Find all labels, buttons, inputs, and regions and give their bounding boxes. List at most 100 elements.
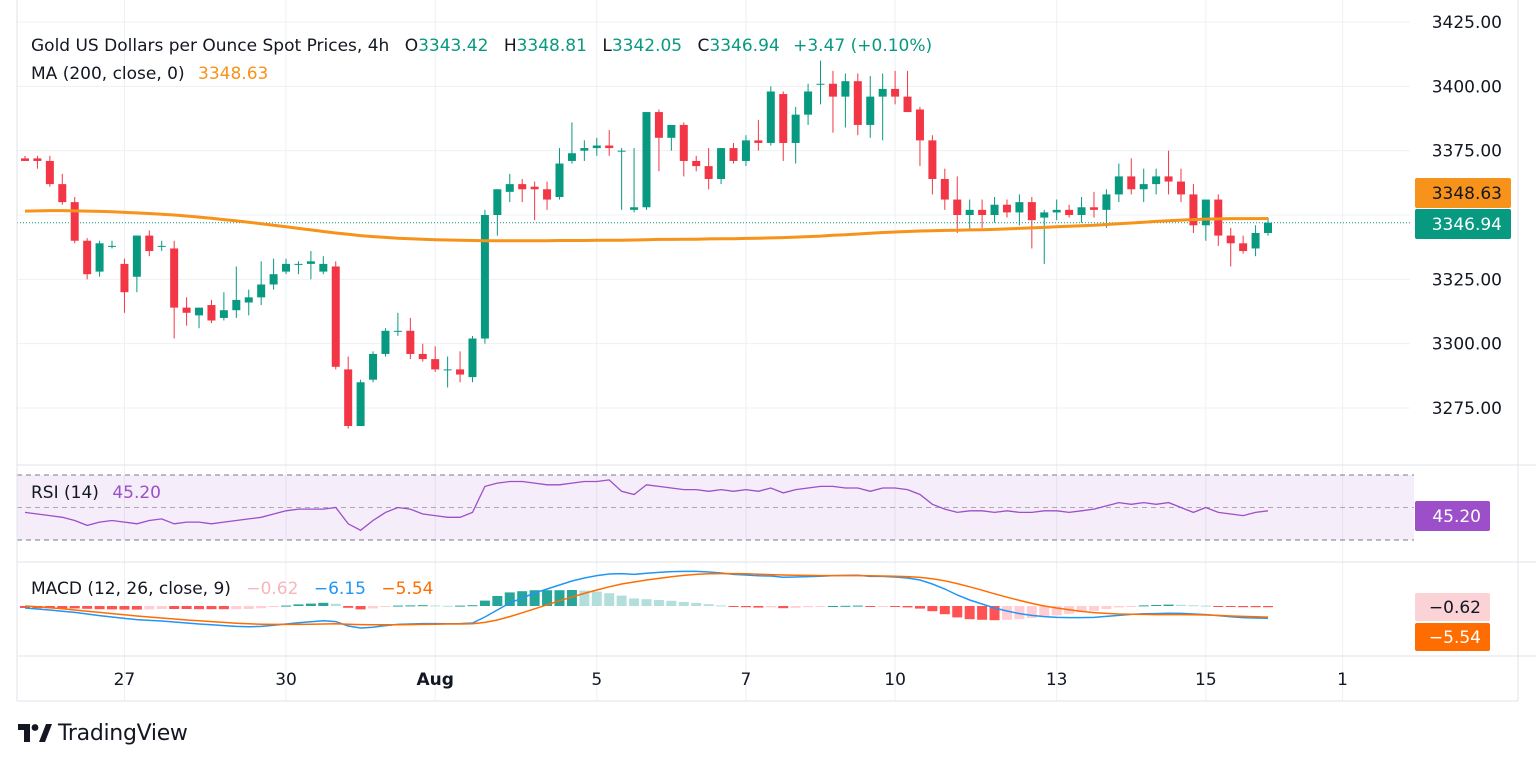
candle-body	[1152, 176, 1161, 185]
candle-body	[1164, 176, 1173, 182]
open-label: O	[405, 36, 418, 56]
macd-hist-bar	[268, 606, 279, 607]
candle-body	[108, 245, 117, 247]
candle-body	[704, 166, 713, 179]
candle-body	[729, 148, 738, 161]
macd-hist-bar	[865, 606, 876, 607]
candle-body	[406, 330, 415, 354]
macd-hist-bar	[355, 606, 366, 610]
macd-hist-bar	[1026, 606, 1037, 618]
candle-body	[505, 184, 514, 192]
macd-hist-bar	[194, 606, 205, 610]
candle-body	[766, 91, 775, 143]
candle-body	[182, 307, 191, 313]
candle-body	[58, 184, 67, 203]
macd-hist-bar	[691, 603, 702, 606]
macd-hist-bar	[914, 606, 925, 609]
macd-hist-bar	[430, 605, 441, 607]
macd-hist-bar	[1126, 606, 1137, 607]
macd-hist-bar	[293, 604, 304, 606]
candle-body	[120, 263, 129, 293]
macd-hist-bar	[1200, 605, 1211, 607]
macd-hist-bar	[181, 606, 192, 609]
candle-body	[1077, 207, 1086, 215]
indicator-lines	[24, 209, 1269, 629]
macd-hist-bar	[753, 606, 764, 608]
y-tick-label: 3425.00	[1432, 13, 1502, 33]
macd-signal-line	[24, 572, 1269, 626]
candle-body	[369, 353, 378, 380]
y-tick-label: 3275.00	[1432, 399, 1502, 419]
candle-body	[543, 189, 552, 200]
macd-hist-bar	[82, 606, 93, 609]
macd-label: MACD (12, 26, close, 9)	[31, 579, 231, 599]
candle-body	[1176, 181, 1185, 195]
candle-body	[356, 382, 365, 427]
macd-hist-bar	[1225, 606, 1236, 607]
macd-hist-bar	[1001, 606, 1012, 620]
macd-hist-bar	[765, 606, 776, 608]
candle-body	[741, 140, 750, 161]
candle-body	[331, 266, 340, 367]
macd-hist-bar	[380, 606, 391, 607]
macd-hist-bar	[392, 605, 403, 607]
candle-body	[306, 261, 315, 264]
candle-body	[282, 263, 291, 272]
ma-legend: MA (200, close, 0) 3348.63	[31, 64, 268, 84]
macd-hist-bar	[666, 600, 677, 606]
last-price-badge: 3346.94	[1415, 209, 1511, 239]
macd-histogram	[20, 590, 1273, 621]
candle-body	[195, 307, 204, 316]
ma-price-badge: 3348.63	[1415, 178, 1511, 208]
macd-hist-bar	[1151, 605, 1162, 606]
candle-body	[1127, 176, 1136, 190]
candle-body	[878, 88, 887, 97]
brand[interactable]: TradingView	[18, 718, 188, 748]
macd-hist-badge-text: −0.62	[1429, 598, 1481, 618]
candle-body	[207, 305, 216, 321]
macd-hist-bar	[1051, 606, 1062, 616]
candle-body	[443, 369, 452, 371]
macd-hist-bar	[1113, 606, 1124, 608]
rsi-legend: RSI (14) 45.20	[31, 483, 161, 503]
candle-body	[21, 158, 29, 161]
macd-hist-bar	[1088, 606, 1099, 611]
candle-body	[244, 297, 253, 303]
candle-body	[654, 112, 663, 138]
candle-body	[45, 160, 54, 185]
candle-body	[965, 209, 974, 215]
candle-body	[344, 369, 353, 427]
ma200-line	[24, 209, 1269, 243]
macd-hist-bar	[653, 600, 664, 606]
macd-hist-bar	[703, 604, 714, 606]
macd-hist-bar	[827, 606, 838, 607]
candle-body	[530, 186, 539, 190]
candle-body	[393, 330, 402, 332]
candle-body	[953, 199, 962, 215]
high-label: H	[504, 36, 517, 56]
x-tick-label: 13	[1046, 670, 1068, 690]
low-label: L	[602, 36, 612, 56]
macd-hist-bar	[243, 606, 254, 609]
macd-hist-bar	[566, 590, 577, 606]
macd-hist-bar	[1238, 606, 1249, 608]
macd-hist-bar	[542, 590, 553, 606]
candle-body	[692, 160, 701, 167]
candle-body	[381, 330, 390, 354]
macd-hist-bar	[803, 606, 814, 608]
macd-hist-bar	[281, 605, 292, 607]
candles	[21, 60, 1272, 429]
macd-hist-bar	[20, 606, 30, 608]
candle-body	[145, 235, 154, 252]
macd-hist-bar	[629, 598, 640, 606]
candle-body	[630, 207, 639, 210]
close-label: C	[698, 36, 710, 56]
x-tick-label: 5	[591, 670, 602, 690]
candle-body	[294, 263, 303, 265]
candle-body	[717, 148, 726, 179]
macd-hist-bar	[989, 606, 1000, 621]
x-tick-label: 15	[1195, 670, 1217, 690]
candle-body	[95, 243, 104, 272]
macd-signal-value: −5.54	[381, 579, 433, 599]
macd-legend: MACD (12, 26, close, 9) −0.62 −6.15 −5.5…	[31, 579, 433, 599]
